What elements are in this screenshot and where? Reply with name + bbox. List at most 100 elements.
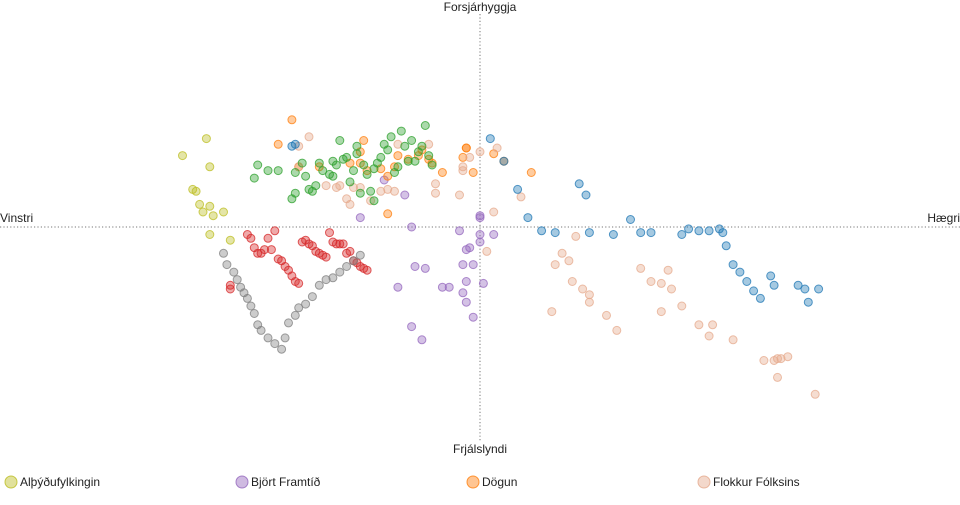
point-samfylkingin-11[interactable] xyxy=(263,333,273,343)
point-sj-lfst-isflokkurinn-28[interactable] xyxy=(769,280,779,290)
point-sj-lfst-isflokkurinn-11[interactable] xyxy=(608,230,618,239)
point-sj-lfst-isflokkurinn-10[interactable] xyxy=(581,190,591,200)
point-d-gun-23[interactable] xyxy=(468,168,478,177)
point-flokkur-f-lksins-45[interactable] xyxy=(694,320,704,330)
point-flokkur-f-lksins-35[interactable] xyxy=(584,297,594,307)
point-sj-lfst-isflokkurinn-23[interactable] xyxy=(735,267,745,277)
point-vinstri-gr-n-8[interactable] xyxy=(301,171,311,181)
legend-item-3[interactable]: Flokkur Fólksins xyxy=(697,475,800,489)
point-vinstri-gr-n-35[interactable] xyxy=(386,132,396,142)
point-frams-knarflokkurinn-3[interactable] xyxy=(246,233,256,243)
point-frams-knarflokkurinn-9[interactable] xyxy=(266,245,276,255)
point-flokkur-f-lksins-11[interactable] xyxy=(376,186,386,196)
point-flokkur-f-lksins-28[interactable] xyxy=(550,260,560,270)
point-flokkur-f-lksins-36[interactable] xyxy=(602,310,611,320)
point-bj-rt-framt-8[interactable] xyxy=(461,297,471,307)
point-vinstri-gr-n-44[interactable] xyxy=(417,141,427,151)
point-flokkur-f-lksins-18[interactable] xyxy=(455,190,464,200)
point-vinstri-gr-n-12[interactable] xyxy=(314,158,324,168)
point-al-ufylkingin-6[interactable] xyxy=(198,207,208,217)
point-samfylkingin-24[interactable] xyxy=(342,262,352,271)
point-sj-lfst-isflokkurinn-32[interactable] xyxy=(814,284,824,294)
point-vinstri-gr-n-17[interactable] xyxy=(331,160,341,170)
point-flokkur-f-lksins-37[interactable] xyxy=(612,325,622,335)
point-vinstri-gr-n-13[interactable] xyxy=(318,166,328,176)
point-vinstri-gr-n-41[interactable] xyxy=(407,136,417,145)
point-sj-lfst-isflokkurinn-21[interactable] xyxy=(721,241,731,251)
point-vinstri-gr-n-46[interactable] xyxy=(424,151,434,161)
point-samfylkingin-1[interactable] xyxy=(222,260,232,270)
point-frams-knarflokkurinn-10[interactable] xyxy=(270,226,280,236)
point-sj-lfst-isflokkurinn-18[interactable] xyxy=(704,226,714,236)
point-al-ufylkingin-4[interactable] xyxy=(188,184,198,194)
point-bj-rt-framt-23[interactable] xyxy=(475,213,485,223)
point-bj-rt-framt-4[interactable] xyxy=(410,262,420,271)
point-vinstri-gr-n-24[interactable] xyxy=(352,149,362,159)
point-bj-rt-framt-5[interactable] xyxy=(437,282,447,292)
point-vinstri-gr-n-7[interactable] xyxy=(297,158,307,168)
point-flokkur-f-lksins-13[interactable] xyxy=(390,186,399,196)
point-vinstri-gr-n-29[interactable] xyxy=(369,196,379,206)
point-al-ufylkingin-0[interactable] xyxy=(178,151,187,161)
point-al-ufylkingin-7[interactable] xyxy=(208,211,218,221)
point-d-gun-13[interactable] xyxy=(393,151,403,161)
point-sj-lfst-isflokkurinn-16[interactable] xyxy=(684,224,694,234)
point-flokkur-f-lksins-41[interactable] xyxy=(663,265,673,275)
point-sj-lfst-isflokkurinn-24[interactable] xyxy=(742,277,752,286)
point-flokkur-f-lksins-25[interactable] xyxy=(492,143,502,153)
point-flokkur-f-lksins-2[interactable] xyxy=(304,132,314,142)
point-bj-rt-framt-9[interactable] xyxy=(458,260,468,270)
point-vinstri-gr-n-21[interactable] xyxy=(345,177,355,187)
point-flokkur-f-lksins-53[interactable] xyxy=(773,372,782,382)
point-sj-lfst-isflokkurinn-31[interactable] xyxy=(803,297,813,307)
point-frams-knarflokkurinn-25[interactable] xyxy=(321,252,331,262)
point-flokkur-f-lksins-16[interactable] xyxy=(431,179,440,189)
point-bj-rt-framt-19[interactable] xyxy=(468,312,478,322)
point-flokkur-f-lksins-32[interactable] xyxy=(571,231,581,241)
point-vinstri-gr-n-27[interactable] xyxy=(362,169,372,179)
point-flokkur-f-lksins-14[interactable] xyxy=(393,139,403,149)
legend-item-2[interactable]: Dögun xyxy=(466,475,517,489)
point-vinstri-gr-n-22[interactable] xyxy=(349,166,358,176)
point-bj-rt-framt-18[interactable] xyxy=(468,260,478,270)
point-sj-lfst-isflokkurinn-6[interactable] xyxy=(537,226,547,236)
point-flokkur-f-lksins-27[interactable] xyxy=(547,307,557,317)
point-frams-knarflokkurinn-29[interactable] xyxy=(335,239,345,249)
point-sj-lfst-isflokkurinn-5[interactable] xyxy=(523,213,533,223)
point-bj-rt-framt-12[interactable] xyxy=(420,263,430,273)
point-frams-knarflokkurinn-7[interactable] xyxy=(260,245,269,255)
point-flokkur-f-lksins-48[interactable] xyxy=(704,331,714,341)
point-samfylkingin-7[interactable] xyxy=(246,301,256,311)
point-al-ufylkingin-10[interactable] xyxy=(219,207,228,217)
point-bj-rt-framt-25[interactable] xyxy=(489,230,499,239)
point-flokkur-f-lksins-31[interactable] xyxy=(567,277,577,286)
point-vinstri-gr-n-0[interactable] xyxy=(253,160,263,170)
point-frams-knarflokkurinn-8[interactable] xyxy=(263,233,273,243)
point-vinstri-gr-n-34[interactable] xyxy=(383,145,393,155)
point-samfylkingin-0[interactable] xyxy=(219,248,228,258)
point-al-ufylkingin-9[interactable] xyxy=(225,235,235,245)
point-d-gun-11[interactable] xyxy=(383,209,393,219)
point-vinstri-gr-n-47[interactable] xyxy=(427,160,437,170)
point-flokkur-f-lksins-38[interactable] xyxy=(636,263,646,273)
point-samfylkingin-6[interactable] xyxy=(242,293,252,303)
point-flokkur-f-lksins-26[interactable] xyxy=(516,192,526,202)
point-frams-knarflokkurinn-5[interactable] xyxy=(253,248,263,258)
point-samfylkingin-10[interactable] xyxy=(256,325,266,335)
point-sj-lfst-isflokkurinn-13[interactable] xyxy=(636,228,646,238)
point-frams-knarflokkurinn-26[interactable] xyxy=(325,228,334,238)
point-frams-knarflokkurinn-1[interactable] xyxy=(225,284,235,294)
point-vinstri-gr-n-1[interactable] xyxy=(249,173,259,183)
point-sj-lfst-isflokkurinn-29[interactable] xyxy=(793,280,803,290)
point-sj-lfst-isflokkurinn-3[interactable] xyxy=(499,156,509,166)
point-d-gun-22[interactable] xyxy=(461,143,471,153)
point-sj-lfst-isflokkurinn-1[interactable] xyxy=(287,141,297,151)
point-al-ufylkingin-5[interactable] xyxy=(195,199,205,209)
point-d-gun-6[interactable] xyxy=(359,136,369,145)
point-sj-lfst-isflokkurinn-8[interactable] xyxy=(574,179,584,189)
point-samfylkingin-23[interactable] xyxy=(335,267,345,277)
point-flokkur-f-lksins-24[interactable] xyxy=(489,207,499,217)
point-vinstri-gr-n-5[interactable] xyxy=(290,188,300,198)
point-samfylkingin-14[interactable] xyxy=(280,333,290,343)
point-samfylkingin-19[interactable] xyxy=(307,292,317,302)
